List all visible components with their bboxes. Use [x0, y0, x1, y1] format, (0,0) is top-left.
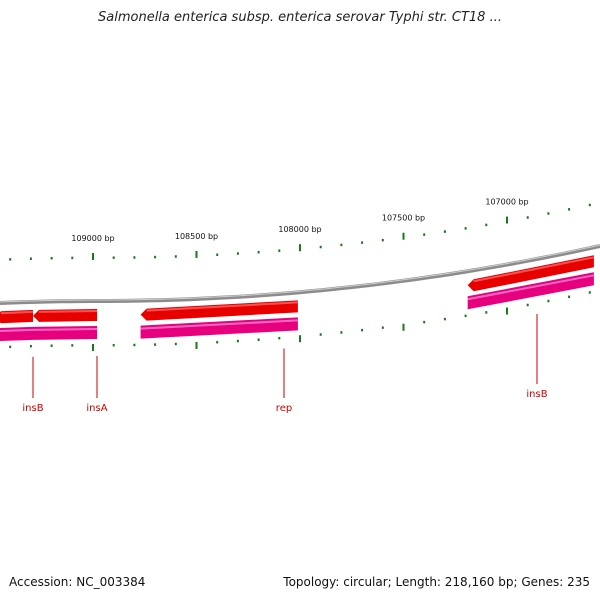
tick-label-4: 107000 bp — [485, 198, 528, 207]
tick-labels: 109000 bp 108500 bp 108000 bp 107500 bp 1070… — [71, 198, 528, 243]
tick-label-0: 109000 bp — [71, 234, 114, 243]
map-title: Salmonella enterica subsp. enterica sero… — [98, 10, 502, 25]
gene-arrow-shine — [0, 310, 34, 315]
gene-arrow-shine — [146, 301, 298, 312]
accession-text: Accession: NC_003384 — [9, 575, 146, 589]
gene-label-insB: insB — [526, 389, 547, 400]
outer-tick-ring — [9, 203, 591, 261]
gene-arrow-shine — [38, 310, 98, 313]
gene-label-insB: insB — [22, 403, 43, 414]
tick-label-1: 108500 bp — [175, 232, 218, 241]
gene-cds-insA — [33, 326, 98, 340]
gene-arrow-shine — [473, 256, 595, 283]
gene-cds-shine — [467, 274, 595, 301]
gene-cds-shine — [140, 319, 298, 330]
gene-label-rep: rep — [276, 403, 292, 414]
backbone-line — [0, 244, 600, 305]
gene-labels: insB insA rep insB — [22, 313, 548, 414]
gene-cds-shine — [0, 328, 34, 333]
gene-label-insA: insA — [86, 403, 107, 414]
gene-cds-shine — [32, 328, 98, 331]
gene-cds-insB — [0, 326, 33, 342]
backbone-arc — [0, 244, 600, 305]
gene-track — [0, 255, 595, 342]
backbone-highlight — [0, 244, 600, 303]
tick-label-3: 107500 bp — [382, 214, 425, 223]
tick-label-2: 108000 bp — [278, 225, 321, 234]
genome-summary-text: Topology: circular; Length: 218,160 bp; … — [283, 575, 590, 589]
inner-tick-ring — [9, 291, 591, 352]
